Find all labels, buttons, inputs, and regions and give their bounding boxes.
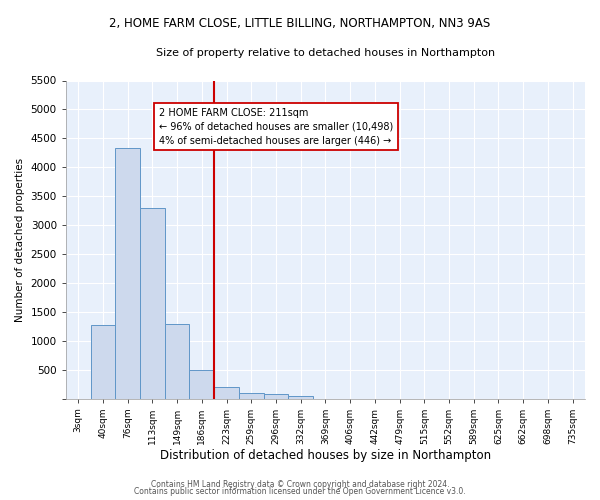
Bar [140,208,165,398]
Title: Size of property relative to detached houses in Northampton: Size of property relative to detached ho… [156,48,495,58]
Text: 2 HOME FARM CLOSE: 211sqm
← 96% of detached houses are smaller (10,498)
4% of se: 2 HOME FARM CLOSE: 211sqm ← 96% of detac… [159,108,394,146]
Text: Contains public sector information licensed under the Open Government Licence v3: Contains public sector information licen… [134,487,466,496]
Bar [239,393,263,398]
Bar [289,396,313,398]
Y-axis label: Number of detached properties: Number of detached properties [15,158,25,322]
X-axis label: Distribution of detached houses by size in Northampton: Distribution of detached houses by size … [160,450,491,462]
Bar [91,325,115,398]
Bar [214,387,239,398]
Text: 2, HOME FARM CLOSE, LITTLE BILLING, NORTHAMPTON, NN3 9AS: 2, HOME FARM CLOSE, LITTLE BILLING, NORT… [109,18,491,30]
Bar [190,370,214,398]
Bar [165,324,190,398]
Bar [115,148,140,399]
Text: Contains HM Land Registry data © Crown copyright and database right 2024.: Contains HM Land Registry data © Crown c… [151,480,449,489]
Bar [263,394,289,398]
